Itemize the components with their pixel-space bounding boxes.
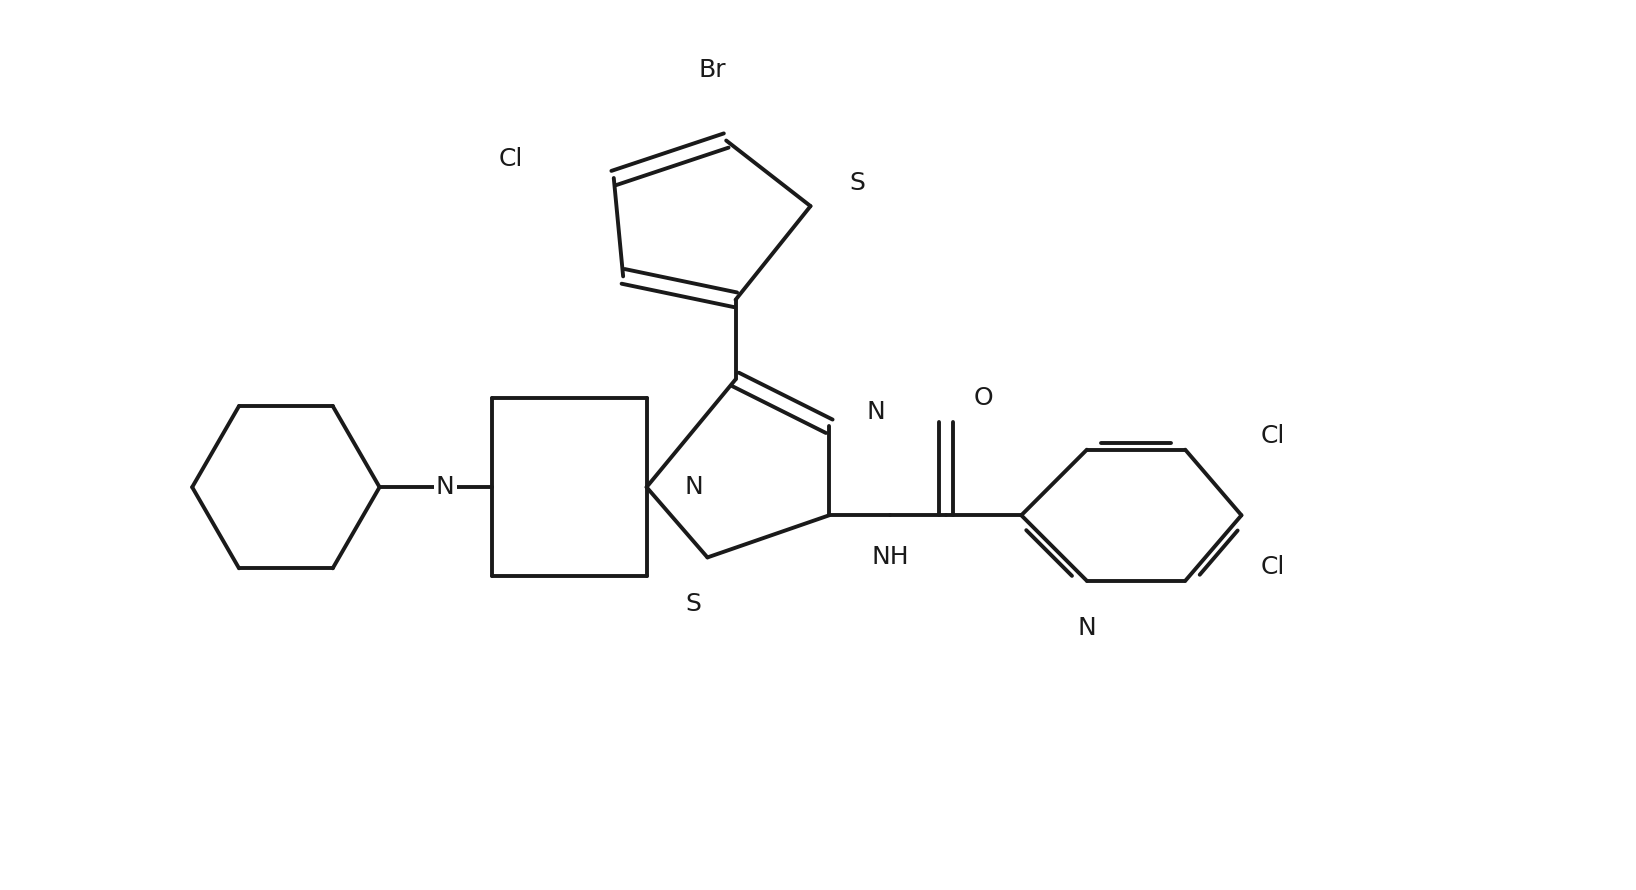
Text: N: N — [867, 400, 885, 425]
Text: Cl: Cl — [1260, 424, 1284, 448]
Text: O: O — [973, 386, 993, 410]
Text: N: N — [435, 475, 455, 499]
Text: N: N — [684, 475, 703, 499]
Text: Br: Br — [699, 58, 726, 82]
Text: NH: NH — [872, 546, 910, 570]
Text: S: S — [685, 592, 702, 616]
Text: S: S — [849, 171, 865, 195]
Text: Cl: Cl — [499, 147, 524, 171]
Text: Cl: Cl — [1260, 554, 1284, 578]
Text: N: N — [1078, 616, 1096, 640]
